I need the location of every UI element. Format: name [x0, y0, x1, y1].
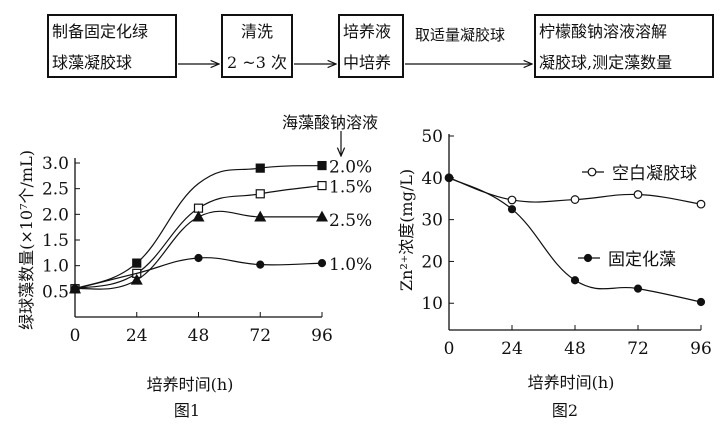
legend-label: 固定化藻 [608, 250, 676, 270]
data-point [570, 276, 580, 285]
flow-step-1-line2: 球藻凝胶球 [52, 53, 133, 72]
data-point [507, 205, 517, 214]
flow-step-3-line1: 培养液 [343, 22, 392, 41]
data-point [315, 210, 329, 222]
x-tick-label: 0 [70, 326, 81, 346]
x-tick-label: 48 [564, 339, 586, 359]
chart-2-ylabel: Zn²⁺浓度(mg/L) [397, 169, 416, 291]
y-tick-label: 2.0 [42, 205, 69, 225]
series-固定化藻: 固定化藻 [444, 173, 706, 307]
legend-label: 空白凝胶球 [612, 164, 697, 184]
y-tick-label: 3.0 [42, 154, 69, 174]
x-tick-label: 96 [690, 339, 712, 359]
x-tick-label: 0 [444, 339, 455, 359]
flow-step-2-line1: 清洗 [240, 22, 273, 41]
flow-step-1: 制备固定化绿 球藻凝胶球 [47, 14, 177, 78]
series-label: 2.5% [329, 211, 372, 231]
data-point [255, 163, 265, 173]
data-point [444, 173, 454, 182]
flow-step-4-line2: 凝胶球,测定藻数量 [539, 53, 673, 72]
x-tick-label: 96 [311, 326, 333, 346]
flow-step-3: 培养液 中培养 [338, 14, 404, 78]
data-point [194, 253, 203, 263]
x-tick-label: 72 [249, 326, 271, 346]
data-point [70, 284, 80, 293]
series-line [74, 184, 323, 290]
legend-marker [587, 167, 597, 177]
y-tick-label: 1.5 [42, 231, 69, 251]
flow-step-4: 柠檬酸钠溶液溶解 凝胶球,测定藻数量 [534, 14, 714, 78]
series-label: 1.0% [329, 255, 372, 275]
data-point [130, 273, 143, 285]
data-point [507, 195, 517, 205]
series-空白凝胶球: 空白凝胶球 [444, 164, 706, 209]
flow-step-4-line1: 柠檬酸钠溶液溶解 [539, 22, 668, 41]
y-tick-label: 30 [421, 211, 443, 231]
y-tick-label: 2.5 [42, 180, 69, 200]
data-point [132, 258, 142, 268]
data-point [255, 189, 265, 199]
data-point [570, 195, 580, 204]
data-point [696, 199, 706, 209]
data-point [256, 260, 265, 269]
flow-step-2-line2: 2 ~3 次 [227, 53, 287, 72]
series-label: 2.0% [329, 158, 372, 178]
x-tick-label: 24 [501, 339, 523, 359]
series-1.5%: 1.5% [70, 178, 372, 294]
data-point [633, 190, 643, 199]
y-tick-label: 20 [421, 252, 443, 272]
y-tick-label: 10 [421, 294, 443, 314]
chart-1-ylabel: 绿球藻数量(×10⁷个/mL) [17, 150, 36, 330]
chart-1-xlabel: 培养时间(h) [147, 375, 234, 394]
series-1.0%: 1.0% [70, 253, 372, 293]
flow-step-3-line2: 中培养 [343, 53, 392, 72]
series-2.0%: 2.0% [70, 158, 372, 294]
data-point [317, 180, 327, 191]
chart-1-caption: 图1 [174, 401, 200, 420]
data-point [192, 210, 205, 222]
chart-2-caption: 图2 [552, 401, 578, 420]
chart-1: 0 24 48 72 96 0.5 1.0 1.5 2.0 2.5 3.0 2.0%1.5% 2.5% 1… [42, 154, 372, 346]
series-line [74, 164, 323, 290]
y-tick-label: 40 [421, 169, 443, 189]
data-point [317, 160, 327, 171]
flow-step-1-line1: 制备固定化绿 [52, 22, 149, 41]
x-tick-label: 72 [627, 339, 649, 359]
legend-marker [583, 253, 593, 263]
y-tick-label: 1.0 [42, 257, 69, 277]
series-line [74, 210, 322, 290]
flow-arrow-label: 取适量凝胶球 [415, 26, 506, 44]
chart-2-xlabel: 培养时间(h) [528, 373, 615, 392]
x-tick-label: 48 [188, 326, 210, 346]
series-2.5%: 2.5% [68, 210, 372, 294]
chart-1-legend-title: 海藻酸钠溶液 [282, 113, 378, 132]
data-point [317, 259, 327, 268]
data-point [633, 284, 643, 293]
series-label: 1.5% [329, 178, 372, 198]
x-tick-label: 24 [126, 326, 148, 346]
y-tick-label: 50 [421, 127, 443, 147]
data-point [254, 210, 267, 222]
flow-step-2: 清洗 2 ~3 次 [221, 14, 293, 78]
data-point [696, 297, 706, 307]
y-tick-label: 0.5 [42, 282, 69, 302]
